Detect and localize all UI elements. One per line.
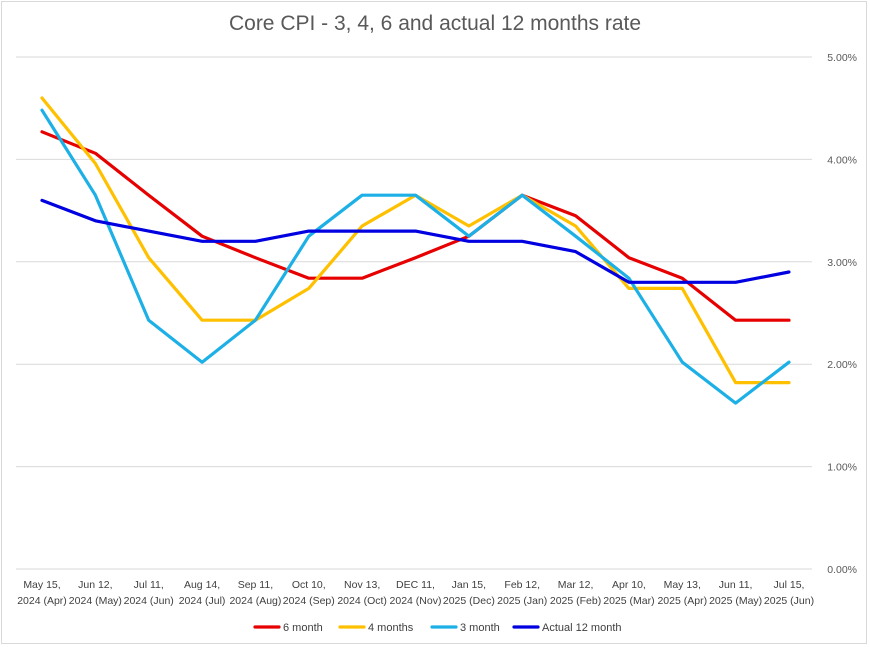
x-tick-label: Mar 12, <box>558 579 594 591</box>
x-tick-label: Jul 15, <box>774 579 805 591</box>
x-tick-label: Apr 10, <box>612 579 646 591</box>
x-tick-label: Oct 10, <box>292 579 326 591</box>
chart-title: Core CPI - 3, 4, 6 and actual 12 months … <box>228 12 642 35</box>
series-line-3 <box>40 108 791 405</box>
x-tick-label: 2024 (Jul) <box>179 595 226 607</box>
x-tick-label: May 13, <box>664 579 701 591</box>
x-tick-label: 2025 (Jun) <box>764 595 814 607</box>
x-tick-label: Jun 11, <box>719 579 753 591</box>
x-tick-label: Jul 11, <box>134 579 164 591</box>
x-tick-label: Aug 14, <box>184 579 220 591</box>
x-tick-label: Jan 15, <box>452 579 486 591</box>
y-tick-label: 1.00% <box>827 462 857 474</box>
x-tick-label: 2024 (Nov) <box>390 595 442 607</box>
x-tick-label: May 15, <box>23 579 60 591</box>
x-tick-label: Feb 12, <box>504 579 540 591</box>
x-tick-label: 2025 (Feb) <box>550 595 601 607</box>
x-tick-label: DEC 11, <box>396 579 435 591</box>
x-tick-label: 2024 (May) <box>69 595 122 607</box>
y-tick-label: 4.00% <box>827 154 857 166</box>
y-tick-label: 2.00% <box>827 359 857 371</box>
x-tick-label: 2025 (Jan) <box>497 595 547 607</box>
series-line-4 <box>40 198 791 284</box>
series-line-1 <box>40 130 791 322</box>
legend-label: 6 month <box>283 622 323 634</box>
y-tick-label: 5.00% <box>827 52 857 64</box>
y-tick-label: 0.00% <box>827 564 857 576</box>
x-tick-label: 2024 (Sep) <box>283 595 335 607</box>
x-tick-label: 2024 (Aug) <box>229 595 281 607</box>
x-tick-label: 2024 (Jun) <box>124 595 174 607</box>
x-tick-label: 2024 (Apr) <box>17 595 67 607</box>
legend-label: 3 month <box>460 622 500 634</box>
legend-label: Actual 12 month <box>542 622 622 634</box>
x-tick-label: 2025 (May) <box>709 595 762 607</box>
x-tick-label: 2025 (Dec) <box>443 595 495 607</box>
series-line-2 <box>40 96 791 385</box>
x-tick-label: Jun 12, <box>78 579 112 591</box>
x-tick-label: Nov 13, <box>344 579 380 591</box>
x-tick-label: 2025 (Mar) <box>603 595 654 607</box>
legend-label: 4 months <box>368 622 414 634</box>
x-tick-label: Sep 11, <box>238 579 273 591</box>
y-tick-label: 3.00% <box>827 257 857 269</box>
x-tick-label: 2025 (Apr) <box>657 595 707 607</box>
x-tick-label: 2024 (Oct) <box>337 595 387 607</box>
